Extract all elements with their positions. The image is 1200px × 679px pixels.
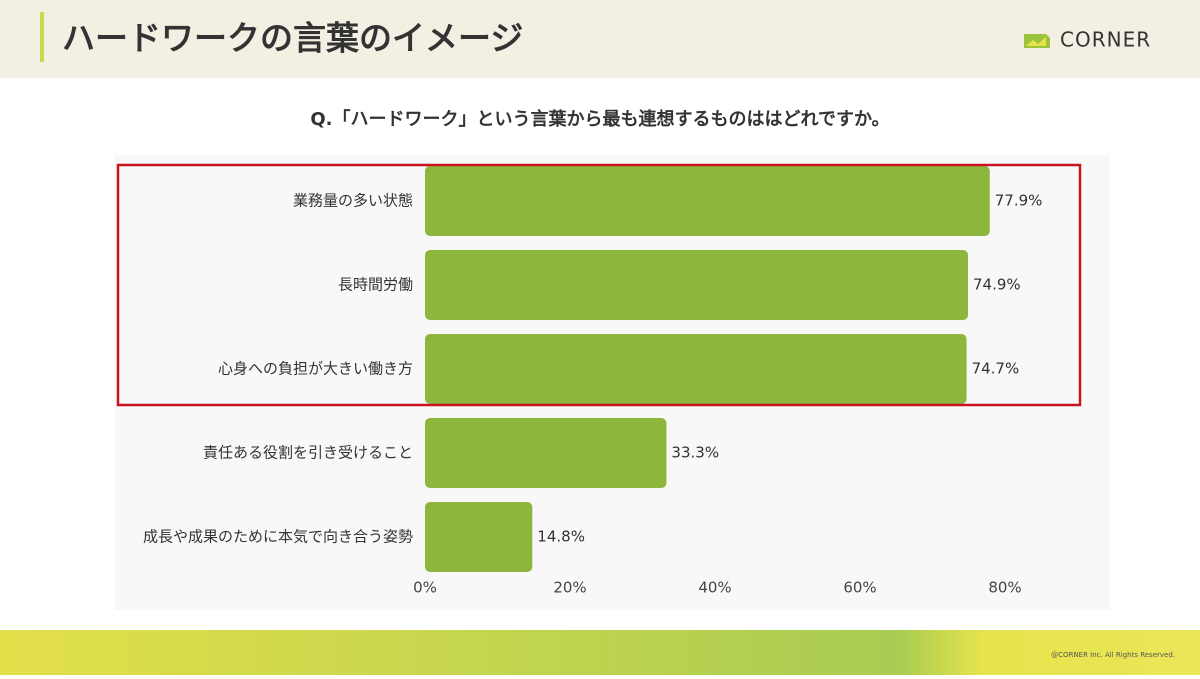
- bar: [425, 502, 533, 572]
- header-band: [0, 0, 1200, 78]
- value-label: 74.7%: [972, 360, 1020, 378]
- bar: [425, 334, 967, 404]
- y-tick-label: 業務量の多い状態: [293, 192, 413, 210]
- highlight-box: [116, 163, 1082, 407]
- logo-text: CORNER: [1060, 28, 1151, 52]
- y-tick-label: 責任ある役割を引き受けること: [203, 444, 413, 462]
- x-tick-label: 40%: [698, 579, 731, 597]
- header-accent: [40, 12, 44, 62]
- value-label: 33.3%: [671, 444, 719, 462]
- logo-icon-accent: [1026, 37, 1046, 46]
- page-title: ハードワークの言葉のイメージ: [62, 19, 523, 58]
- value-label: 14.8%: [537, 528, 585, 546]
- x-tick-label: 0%: [413, 579, 437, 597]
- y-tick-label: 長時間労働: [338, 276, 413, 294]
- question: Q.「ハードワーク」という言葉から最も連想するものははどれですか。: [310, 108, 889, 130]
- x-tick-label: 60%: [843, 579, 876, 597]
- bar: [425, 250, 969, 320]
- copyright: @CORNER Inc. All Rights Reserved.: [1051, 651, 1175, 659]
- value-label: 74.9%: [973, 276, 1021, 294]
- chart: 0% 20% 40% 60% 80% 業務量の多い状態 77.9% 長時間労働 74.9% 心身へ…: [143, 166, 1042, 597]
- y-tick-label: 心身への負担が大きい働き方: [218, 360, 413, 378]
- value-label: 77.9%: [995, 192, 1043, 210]
- x-tick-label: 20%: [553, 579, 586, 597]
- x-tick-label: 80%: [988, 579, 1021, 597]
- footer-band: [0, 630, 1200, 675]
- y-tick-label: 成長や成果のために本気で向き合う姿勢: [143, 528, 413, 546]
- bar: [425, 418, 667, 488]
- bar: [425, 166, 990, 236]
